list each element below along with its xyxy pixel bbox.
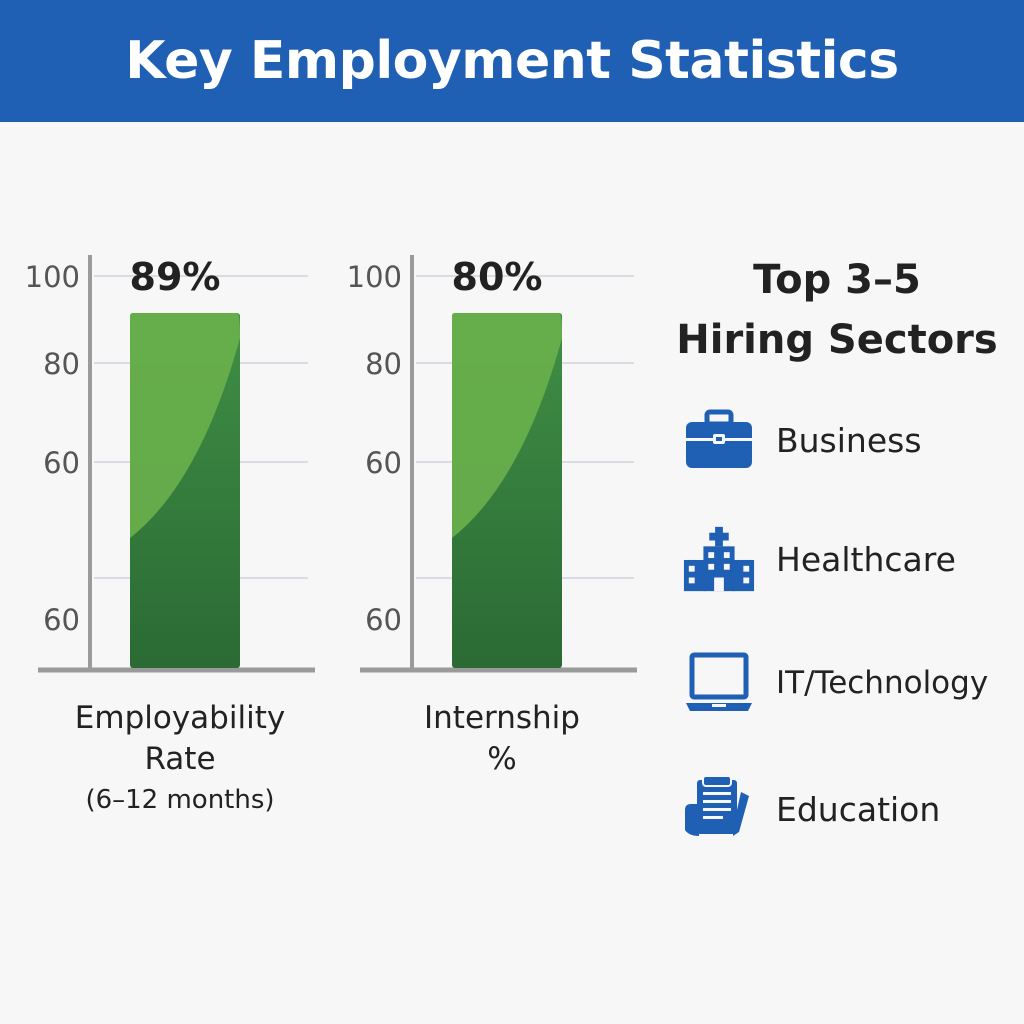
employability-chart-label: Employability Rate (6–12 months) [20, 698, 340, 820]
hiring-sectors-title-line2: Hiring Sectors [676, 317, 998, 363]
chart-label-line1: Employability [74, 700, 286, 736]
sector-item-education: Education [682, 774, 940, 844]
y-tick-label: 80 [365, 347, 402, 381]
laptop-icon [682, 648, 756, 718]
header-banner: Key Employment Statistics [0, 0, 1024, 122]
employability-chart-svg: 100 80 60 60 89% [25, 255, 315, 673]
y-tick-label: 60 [43, 603, 80, 637]
y-tick-label: 60 [365, 446, 402, 480]
sector-item-it-technology: IT/Technology [682, 648, 988, 718]
briefcase-icon [682, 405, 756, 475]
y-tick-label: 60 [43, 446, 80, 480]
hospital-building-icon [682, 524, 756, 594]
bar-value-label: 80% [452, 255, 543, 299]
y-tick-label: 60 [365, 603, 402, 637]
hiring-sectors-panel: Top 3–5 Hiring Sectors Business [672, 250, 1012, 836]
sector-item-business: Business [682, 405, 922, 475]
bar-highlight [130, 313, 240, 538]
document-pencil-icon [682, 774, 756, 844]
internship-chart-svg: 100 80 60 60 80% [347, 255, 637, 673]
bar-value-label: 89% [130, 255, 221, 299]
sector-label: IT/Technology [776, 665, 989, 701]
sector-label: Education [776, 789, 941, 829]
bar-highlight [452, 313, 562, 538]
hiring-sectors-title: Top 3–5 Hiring Sectors [672, 250, 1002, 370]
internship-chart: 100 80 60 60 80% Internship % [342, 240, 662, 840]
chart-label-line2: % [487, 741, 517, 777]
sector-label: Healthcare [776, 539, 956, 579]
y-tick-label: 80 [43, 347, 80, 381]
sector-label: Business [776, 420, 922, 460]
chart-label-line3: (6–12 months) [85, 785, 275, 815]
y-tick-label: 100 [347, 260, 402, 294]
employability-chart: 100 80 60 60 89% Employability Rate (6–12 mo… [20, 240, 340, 840]
chart-label-line2: Rate [144, 741, 216, 777]
chart-label-line1: Internship [424, 700, 580, 736]
y-tick-label: 100 [25, 260, 80, 294]
internship-chart-label: Internship % [342, 698, 662, 780]
hiring-sectors-title-line1: Top 3–5 [753, 257, 921, 303]
sector-item-healthcare: Healthcare [682, 524, 956, 594]
page-title: Key Employment Statistics [125, 31, 899, 91]
